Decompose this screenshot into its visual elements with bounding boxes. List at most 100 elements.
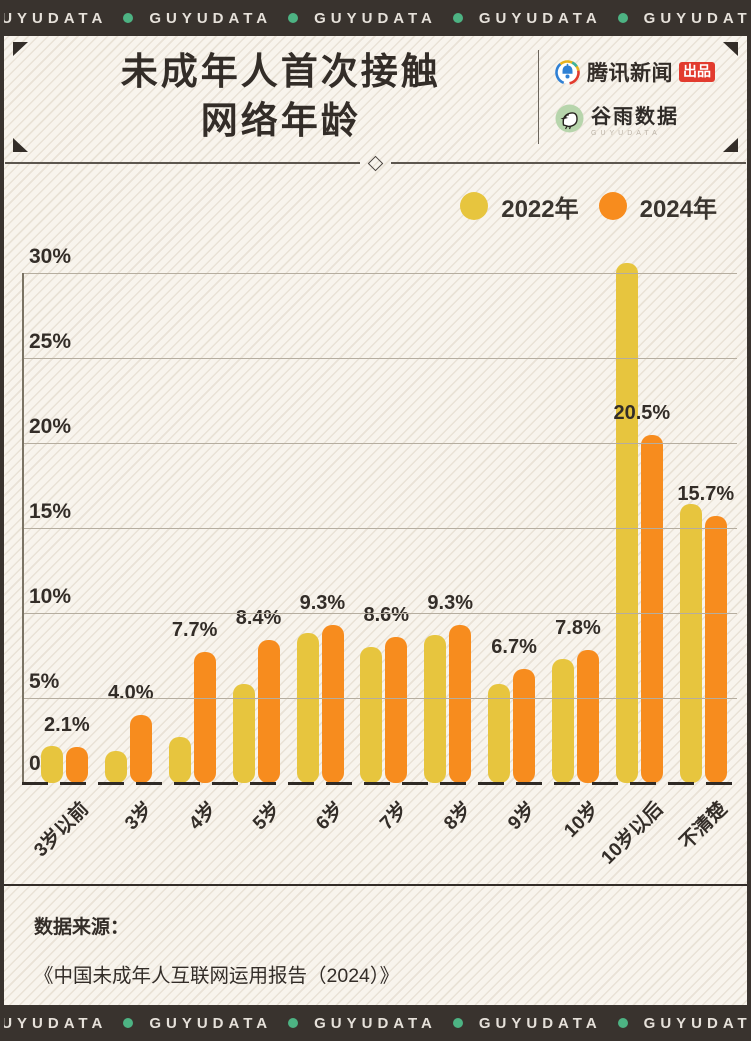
bar-group: 8.4% 5岁 <box>232 607 285 834</box>
y-axis-tick-label: 0 <box>29 752 41 775</box>
header-separator <box>4 154 747 172</box>
guyu-data-name: 谷雨数据 <box>591 106 679 128</box>
gridline <box>24 613 737 614</box>
brand-text: GUYUDATA <box>314 1014 437 1032</box>
brand-text: GUYUDATA <box>149 1014 273 1032</box>
plot-area: 2.1% 3岁以前 4.0% 3岁 7.7% 4岁 8.4% 5岁 9.3% 6岁 8.6% 7岁 9.… <box>22 245 737 869</box>
value-label: 8.6% <box>363 603 410 626</box>
separator-line <box>391 162 746 164</box>
brand-text: GUYUDATA <box>314 9 437 27</box>
bar-2022年 <box>296 633 319 783</box>
x-axis-category-label: 9岁 <box>504 798 541 835</box>
title-line-1: 未成年人首次接触 <box>120 51 441 93</box>
bar-2024年 <box>385 636 408 783</box>
bar-group: 4.0% 3岁 <box>104 682 157 834</box>
corner-mark-icon <box>723 138 738 152</box>
guyu-data-logo: 谷雨数据 GUYUDATA <box>554 100 717 137</box>
x-axis-category-label: 8岁 <box>440 798 477 835</box>
bar-2024年 <box>321 624 344 783</box>
separator-line <box>5 162 360 164</box>
x-axis-category-label: 6岁 <box>312 798 349 835</box>
brand-dot-icon <box>123 13 134 23</box>
bar-group: 20.5% 10岁以后 <box>598 262 670 869</box>
brand-dot-icon <box>288 1018 299 1028</box>
brand-dot-icon <box>617 13 628 23</box>
corner-mark-icon <box>723 42 738 56</box>
bar-2022年 <box>679 504 702 783</box>
bar-2024年 <box>513 669 536 783</box>
source-text: 《中国未成年人互联网运用报告（2024）》 <box>34 965 400 987</box>
value-label: 15.7% <box>677 483 735 506</box>
x-axis-category-label: 7岁 <box>376 798 413 835</box>
gridline <box>24 273 737 274</box>
bar-2024年 <box>193 652 216 783</box>
gridline <box>24 698 737 699</box>
bar-chart: 2.1% 3岁以前 4.0% 3岁 7.7% 4岁 8.4% 5岁 9.3% 6岁 8.6% 7岁 9.… <box>4 240 747 884</box>
value-label: 9.3% <box>427 591 473 614</box>
brand-text: GUYUDATA <box>643 9 751 27</box>
tencent-news-name: 腾讯新闻 <box>587 62 673 85</box>
bar-2022年 <box>232 684 255 783</box>
brand-dot-icon <box>123 1018 134 1028</box>
gridline <box>24 528 737 529</box>
x-axis-baseline <box>22 782 737 785</box>
bar-2024年 <box>66 747 88 783</box>
header: 未成年人首次接触 网络年龄 腾讯新闻 <box>4 36 747 154</box>
bar-2022年 <box>424 635 447 783</box>
bar-2024年 <box>641 434 664 783</box>
bar-2024年 <box>449 624 472 783</box>
chart-legend: 2022年 2024年 <box>4 172 747 240</box>
legend-label-2024: 2024年 <box>639 195 717 223</box>
value-label: 6.7% <box>491 636 537 659</box>
bar-2022年 <box>360 647 383 783</box>
guyu-bird-icon <box>554 103 585 134</box>
logos: 腾讯新闻 出品 谷雨数据 GUYUDATA <box>539 44 717 150</box>
bar-group: 7.7% 4岁 <box>168 619 221 834</box>
value-label: 4.0% <box>107 682 154 704</box>
y-axis-tick-label: 15% <box>29 500 72 523</box>
value-label: 7.7% <box>171 619 218 642</box>
x-axis-category-label: 3岁以前 <box>30 798 93 862</box>
brand-text: GUYUDATA <box>643 1014 751 1032</box>
brand-text: GUYUDATA <box>478 1014 602 1032</box>
bar-group: 8.6% 7岁 <box>360 604 412 834</box>
header-divider <box>537 50 539 144</box>
x-axis-category-label: 10岁以后 <box>597 798 668 869</box>
tencent-news-icon <box>554 59 581 86</box>
y-axis-tick-label: 10% <box>29 585 72 608</box>
y-axis-tick-label: 5% <box>29 670 60 693</box>
brand-dot-icon <box>288 13 299 23</box>
legend-item-2024: 2024年 <box>598 189 717 224</box>
gridline <box>24 443 737 444</box>
y-axis-tick-label: 20% <box>29 415 72 438</box>
bar-group: 9.3% 6岁 <box>296 592 348 834</box>
bar-2024年 <box>577 650 600 783</box>
brand-text: GUYUDATA <box>1 9 108 27</box>
x-axis-category-label: 不清楚 <box>676 798 732 854</box>
brand-text: GUYUDATA <box>149 9 273 27</box>
bar-group: 7.8% 10岁 <box>552 617 604 842</box>
legend-dot-2022-icon <box>460 192 489 220</box>
brand-dot-icon <box>617 1018 628 1028</box>
x-axis-category-label: 3岁 <box>121 798 157 835</box>
title-line-2: 网络年龄 <box>200 100 361 141</box>
legend-label-2022: 2022年 <box>501 195 579 223</box>
x-axis-category-label: 10岁 <box>560 798 605 842</box>
value-label: 2.1% <box>44 714 90 737</box>
bottom-brand-bar: GUYUDATA GUYUDATA GUYUDATA GUYUDATA GUYUDATA <box>1 1005 751 1041</box>
x-axis-category-label: 4岁 <box>184 798 221 835</box>
tencent-news-logo: 腾讯新闻 出品 <box>554 57 717 87</box>
bar-group: 2.1% 3岁以前 <box>30 714 93 861</box>
bar-2022年 <box>104 750 127 783</box>
y-axis-tick-label: 30% <box>29 245 72 268</box>
bar-2024年 <box>129 715 152 783</box>
brand-dot-icon <box>452 1018 463 1028</box>
bar-2024年 <box>257 640 280 783</box>
legend-item-2022: 2022年 <box>460 189 579 224</box>
bar-group: 9.3% 8岁 <box>424 592 476 834</box>
brand-text: GUYUDATA <box>1 1014 108 1032</box>
brand-text: GUYUDATA <box>478 9 602 27</box>
bar-2024年 <box>704 516 727 783</box>
y-axis-tick-label: 25% <box>29 330 72 353</box>
